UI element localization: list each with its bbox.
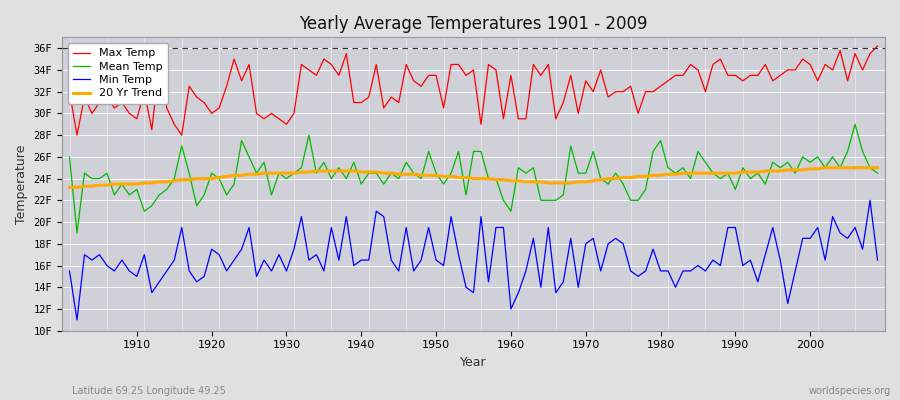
Max Temp <box>131 116 142 121</box>
Mean Temp <box>64 154 75 159</box>
Mean Temp <box>131 187 142 192</box>
Y-axis label: Temperature: Temperature <box>15 144 28 224</box>
20 Yr Trend <box>595 177 606 182</box>
Min Temp <box>64 268 75 273</box>
20 Yr Trend <box>498 177 508 182</box>
20 Yr Trend <box>506 178 517 183</box>
X-axis label: Year: Year <box>460 356 487 369</box>
Line: Max Temp: Max Temp <box>69 46 878 135</box>
Line: Mean Temp: Mean Temp <box>69 124 878 233</box>
Title: Yearly Average Temperatures 1901 - 2009: Yearly Average Temperatures 1901 - 2009 <box>300 15 648 33</box>
20 Yr Trend <box>289 171 300 176</box>
Mean Temp <box>603 182 614 186</box>
Min Temp <box>865 198 876 203</box>
Legend: Max Temp, Mean Temp, Min Temp, 20 Yr Trend: Max Temp, Mean Temp, Min Temp, 20 Yr Tre… <box>68 43 168 104</box>
20 Yr Trend <box>872 165 883 170</box>
Text: Latitude 69.25 Longitude 49.25: Latitude 69.25 Longitude 49.25 <box>72 386 226 396</box>
Min Temp <box>341 214 352 219</box>
Mean Temp <box>850 122 860 127</box>
Mean Temp <box>296 165 307 170</box>
Line: Min Temp: Min Temp <box>69 200 878 320</box>
Max Temp <box>603 95 614 100</box>
Mean Temp <box>506 209 517 214</box>
Min Temp <box>603 241 614 246</box>
Min Temp <box>72 318 83 322</box>
Max Temp <box>341 51 352 56</box>
Mean Temp <box>72 230 83 235</box>
Mean Temp <box>341 176 352 181</box>
Max Temp <box>872 44 883 48</box>
Line: 20 Yr Trend: 20 Yr Trend <box>69 168 878 187</box>
Min Temp <box>872 258 883 262</box>
Min Temp <box>513 290 524 295</box>
Text: worldspecies.org: worldspecies.org <box>809 386 891 396</box>
Mean Temp <box>513 165 524 170</box>
Max Temp <box>72 133 83 138</box>
Min Temp <box>131 274 142 279</box>
Max Temp <box>64 89 75 94</box>
Max Temp <box>513 116 524 121</box>
20 Yr Trend <box>820 165 831 170</box>
20 Yr Trend <box>124 182 135 186</box>
Max Temp <box>296 62 307 67</box>
Mean Temp <box>872 171 883 176</box>
Min Temp <box>506 306 517 311</box>
Max Temp <box>506 73 517 78</box>
20 Yr Trend <box>333 168 344 173</box>
20 Yr Trend <box>64 185 75 190</box>
Min Temp <box>296 214 307 219</box>
